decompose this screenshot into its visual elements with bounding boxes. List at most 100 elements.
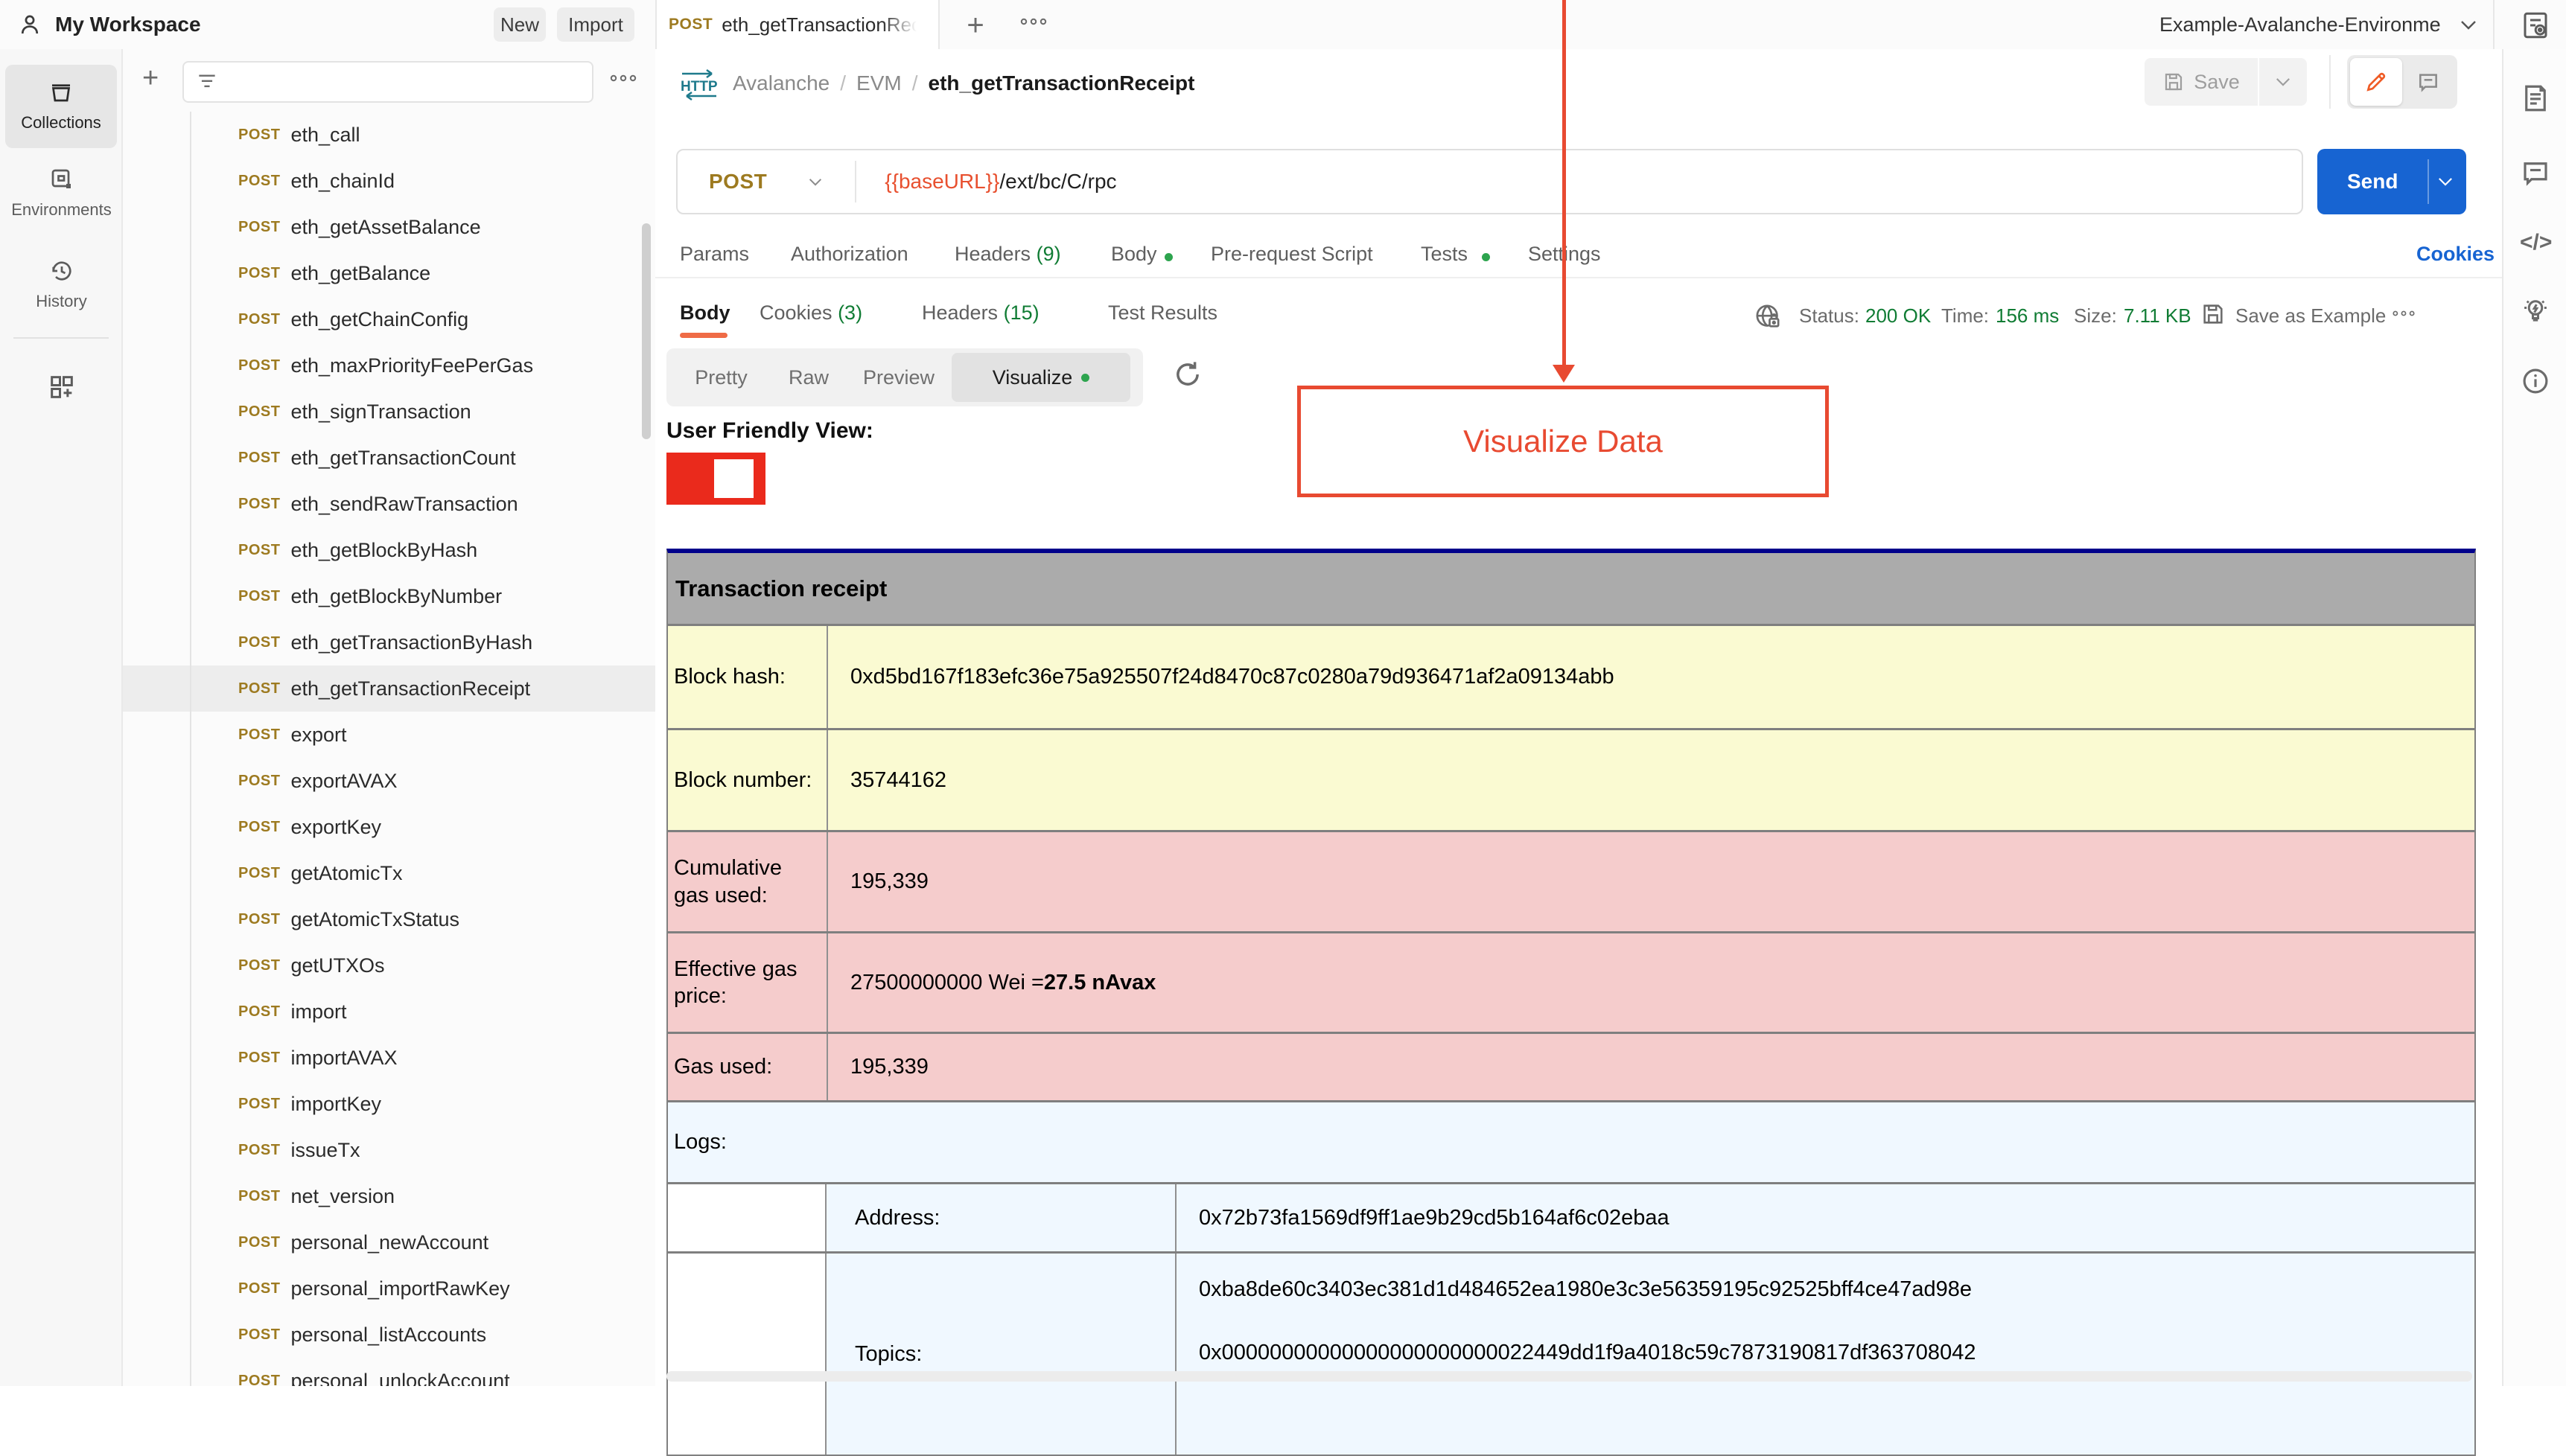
edit-mode-button[interactable] [2350, 58, 2402, 106]
request-item[interactable]: POST eth_maxPriorityFeePerGas [123, 342, 655, 389]
cookies-link[interactable]: Cookies [2416, 243, 2495, 265]
response-tab-cookies[interactable]: Cookies (3) [760, 301, 863, 324]
request-item[interactable]: POST personal_newAccount [123, 1219, 655, 1265]
save-as-example-button[interactable]: Save as Example [2235, 304, 2387, 327]
request-item[interactable]: POST personal_unlockAccount [123, 1358, 655, 1387]
view-visualize[interactable]: Visualize [952, 353, 1130, 402]
documentation-icon[interactable] [2520, 83, 2551, 114]
table-row-block-hash: Block hash: 0xd5bd167f183efc36e75a925507… [668, 626, 2474, 730]
breadcrumb-request[interactable]: eth_getTransactionReceipt [928, 71, 1195, 95]
request-item[interactable]: POST import [123, 989, 655, 1035]
method-badge: POST [238, 1233, 281, 1251]
request-item[interactable]: POST getAtomicTx [123, 850, 655, 896]
request-item[interactable]: POST eth_getTransactionByHash [123, 619, 655, 665]
sidebar-options-icon[interactable] [608, 73, 638, 83]
request-item[interactable]: POST eth_getChainConfig [123, 296, 655, 342]
tab-options-icon[interactable] [1019, 16, 1048, 27]
method-select[interactable]: POST [709, 170, 768, 193]
save-button[interactable]: Save [2145, 58, 2258, 106]
add-collection-button[interactable]: + [142, 63, 159, 94]
breadcrumb-collection[interactable]: Avalanche [733, 71, 830, 95]
globe-lock-icon[interactable] [1753, 301, 1783, 331]
request-item[interactable]: POST importAVAX [123, 1035, 655, 1081]
request-item[interactable]: POST personal_listAccounts [123, 1312, 655, 1358]
url-input[interactable]: {{baseURL}}/ext/bc/C/rpc [885, 170, 1116, 194]
code-icon[interactable]: </> [2520, 230, 2553, 255]
request-item[interactable]: POST importKey [123, 1081, 655, 1127]
request-item[interactable]: POST eth_call [123, 112, 655, 158]
request-item[interactable]: POST eth_signTransaction [123, 389, 655, 435]
comments-icon[interactable] [2520, 157, 2551, 188]
workspace-title[interactable]: My Workspace [55, 13, 201, 36]
request-item[interactable]: POST eth_chainId [123, 158, 655, 204]
breadcrumb-folder[interactable]: EVM [856, 71, 902, 95]
send-button[interactable]: Send [2317, 149, 2466, 214]
comments-button[interactable] [2402, 58, 2454, 106]
request-tabs: Params Authorization Headers (9) Body Pr… [655, 237, 2502, 277]
request-item[interactable]: POST personal_importRawKey [123, 1265, 655, 1312]
status-value: 200 OK [1865, 304, 1932, 327]
request-item[interactable]: POST eth_getBalance [123, 250, 655, 296]
sidebar-item-history[interactable]: History [0, 258, 123, 311]
row-value: 0xd5bd167f183efc36e75a925507f24d8470c87c… [850, 665, 1614, 689]
import-button[interactable]: Import [557, 7, 634, 42]
request-item[interactable]: POST eth_getBlockByHash [123, 527, 655, 573]
request-item[interactable]: POST exportAVAX [123, 758, 655, 804]
request-item[interactable]: POST eth_getBlockByNumber [123, 573, 655, 619]
view-preview[interactable]: Preview [862, 365, 935, 389]
response-tab-headers[interactable]: Headers (15) [922, 301, 1040, 324]
tab-params[interactable]: Params [680, 243, 750, 265]
new-tab-button[interactable]: + [967, 8, 984, 42]
request-item[interactable]: POST export [123, 712, 655, 758]
horizontal-scrollbar[interactable] [666, 1371, 2472, 1382]
response-tab-body[interactable]: Body [680, 301, 730, 324]
sidebar-scrollbar[interactable] [642, 223, 651, 439]
request-item-selected[interactable]: POST eth_getTransactionReceipt [123, 665, 655, 712]
response-tab-test-results[interactable]: Test Results [1108, 301, 1218, 324]
tab-headers[interactable]: Headers (9) [955, 243, 1061, 265]
request-item[interactable]: POST net_version [123, 1173, 655, 1219]
request-item[interactable]: POST getUTXOs [123, 942, 655, 989]
toggle-knob [713, 459, 754, 498]
method-badge: POST [238, 1326, 281, 1343]
request-tab[interactable]: POST eth_getTransactionRece [655, 0, 940, 49]
user-icon[interactable] [16, 11, 43, 38]
request-item[interactable]: POST exportKey [123, 804, 655, 850]
sidebar-item-collections[interactable]: Collections [5, 65, 117, 148]
search-box[interactable] [182, 61, 593, 103]
refresh-icon[interactable] [1172, 359, 1203, 390]
environment-name: Example-Avalanche-Environme [2159, 13, 2441, 36]
new-button[interactable]: New [494, 7, 546, 42]
request-item[interactable]: POST getAtomicTxStatus [123, 896, 655, 942]
view-raw[interactable]: Raw [788, 365, 829, 389]
tab-authorization[interactable]: Authorization [791, 243, 908, 265]
environment-selector[interactable]: Example-Avalanche-Environme [2159, 0, 2477, 49]
search-input[interactable] [227, 70, 592, 94]
method-badge: POST [238, 126, 281, 143]
request-item[interactable]: POST eth_getTransactionCount [123, 435, 655, 481]
configure-sidebar-icon[interactable] [0, 372, 123, 402]
environment-quick-look-icon[interactable] [2520, 10, 2551, 41]
request-item[interactable]: POST eth_getAssetBalance [123, 204, 655, 250]
info-icon[interactable] [2520, 365, 2551, 397]
chevron-down-icon[interactable] [809, 178, 822, 186]
request-item[interactable]: POST eth_sendRawTransaction [123, 481, 655, 527]
save-options-button[interactable] [2259, 58, 2307, 106]
divider [655, 277, 2502, 278]
request-name: eth_getBlockByNumber [290, 584, 503, 607]
save-example-icon[interactable] [2200, 301, 2226, 327]
tab-body[interactable]: Body [1111, 243, 1157, 265]
user-friendly-toggle[interactable] [666, 453, 765, 505]
method-badge: POST [238, 633, 281, 651]
row-value: 27500000000 Wei = 27.5 nAvax [850, 970, 1156, 994]
tab-tests[interactable]: Tests [1421, 243, 1468, 265]
sidebar-item-environments[interactable]: Environments [0, 166, 123, 220]
tab-pre-request-script[interactable]: Pre-request Script [1211, 243, 1373, 265]
method-badge: POST [238, 1187, 281, 1204]
view-pretty[interactable]: Pretty [695, 365, 748, 389]
chevron-down-icon[interactable] [2438, 177, 2453, 186]
pub-lightbulb-icon[interactable] [2520, 295, 2551, 326]
request-item[interactable]: POST issueTx [123, 1127, 655, 1173]
request-name: personal_importRawKey [290, 1277, 510, 1300]
response-options-icon[interactable] [2390, 309, 2417, 318]
